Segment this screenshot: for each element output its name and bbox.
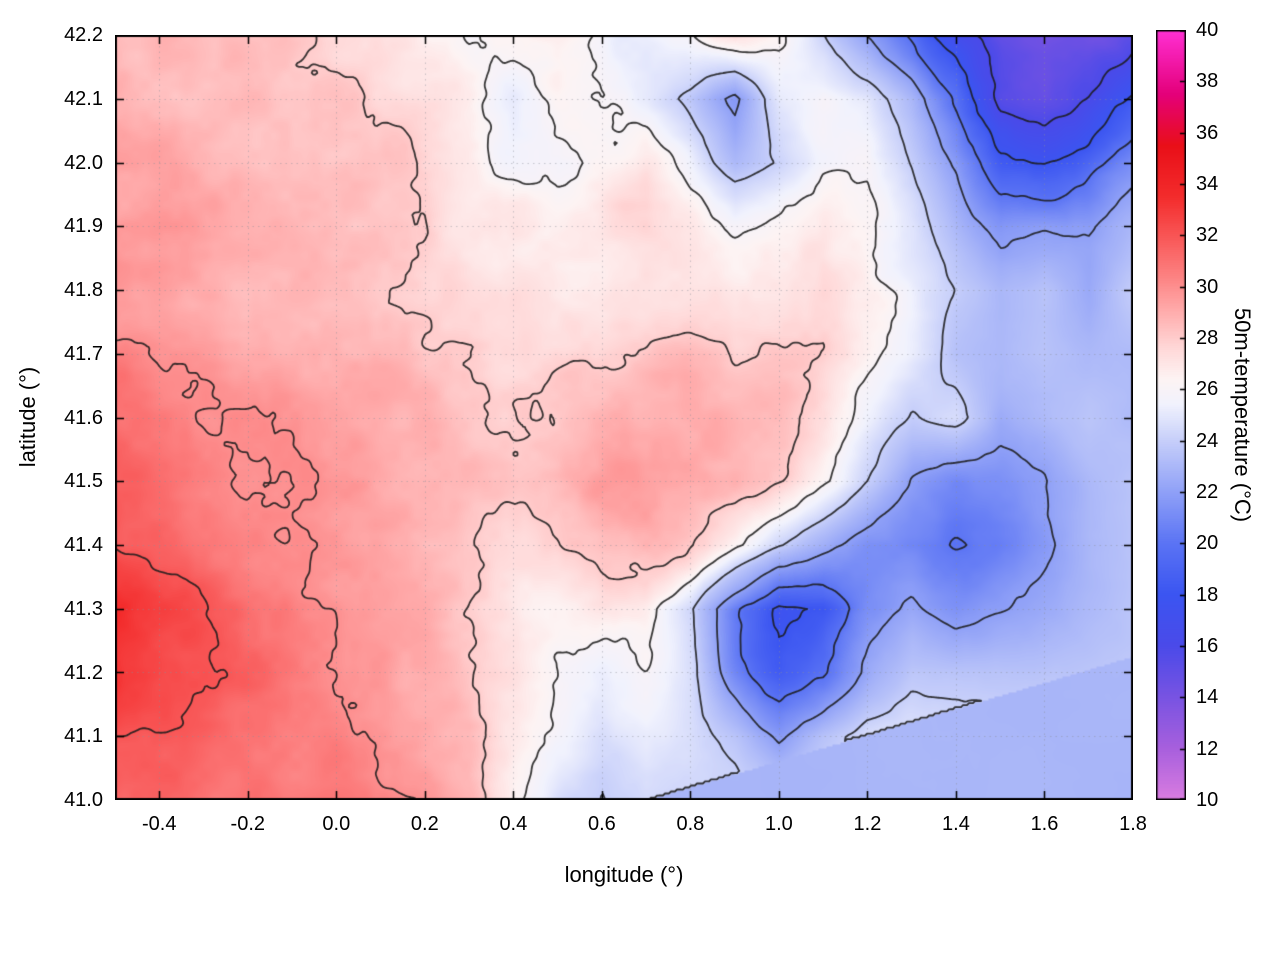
- colorbar-tick-label: 32: [1196, 224, 1219, 247]
- colorbar-tick-label: 18: [1196, 583, 1219, 606]
- y-tick-label: 41.2: [64, 661, 103, 684]
- colorbar-canvas: [1156, 30, 1186, 800]
- x-tick-label: 1.6: [1030, 813, 1059, 835]
- colorbar-tick-label: 34: [1196, 173, 1219, 195]
- y-tick-label: 41.0: [64, 789, 103, 811]
- colorbar-tick-label: 22: [1196, 481, 1219, 503]
- x-tick-label: -0.2: [230, 813, 266, 835]
- colorbar-tick-label: 10: [1196, 789, 1219, 811]
- x-tick-label: 0.0: [322, 813, 351, 835]
- x-tick-label: 0.8: [676, 813, 705, 835]
- x-tick-label: 0.2: [410, 813, 439, 835]
- x-tick-label: 0.4: [499, 813, 528, 835]
- x-tick-label: -0.4: [142, 813, 177, 835]
- y-tick-label: 41.4: [64, 534, 103, 556]
- y-tick-label: 41.9: [64, 215, 103, 238]
- colorbar-tick-label: 24: [1196, 429, 1219, 452]
- y-tick-label: 41.5: [64, 470, 103, 493]
- colorbar-tick-label: 26: [1196, 378, 1219, 401]
- colorbar-tick-label: 20: [1196, 532, 1219, 555]
- y-tick-label: 41.6: [64, 406, 103, 429]
- x-tick-label: 0.6: [587, 813, 616, 835]
- colorbar-tick-label: 30: [1196, 275, 1219, 298]
- colorbar-tick-label: 40: [1196, 19, 1219, 41]
- y-tick-label: 41.8: [64, 279, 103, 301]
- x-tick-label: 1.2: [853, 813, 882, 835]
- y-tick-label: 42.1: [64, 87, 103, 110]
- x-tick-label: 1.8: [1119, 813, 1147, 835]
- x-axis-label: longitude (°): [564, 862, 684, 887]
- colorbar-tick-label: 36: [1196, 121, 1219, 144]
- colorbar-tick-label: 12: [1196, 737, 1219, 760]
- y-tick-label: 41.3: [64, 597, 103, 620]
- colorbar-label: 50m-temperature (°C): [1230, 307, 1255, 523]
- y-tick-label: 42.0: [64, 151, 103, 174]
- colorbar-tick-label: 16: [1196, 635, 1219, 657]
- y-tick-label: 41.1: [64, 725, 103, 748]
- x-tick-label: 1.4: [942, 813, 970, 835]
- colorbar-tick-label: 38: [1196, 70, 1219, 93]
- colorbar-tick-label: 14: [1196, 686, 1219, 709]
- x-tick-label: 1.0: [765, 813, 793, 835]
- y-tick-label: 41.7: [64, 342, 103, 365]
- heatmap-canvas: [115, 35, 1133, 800]
- colorbar-tick-label: 28: [1196, 327, 1219, 349]
- y-tick-label: 42.2: [64, 24, 103, 46]
